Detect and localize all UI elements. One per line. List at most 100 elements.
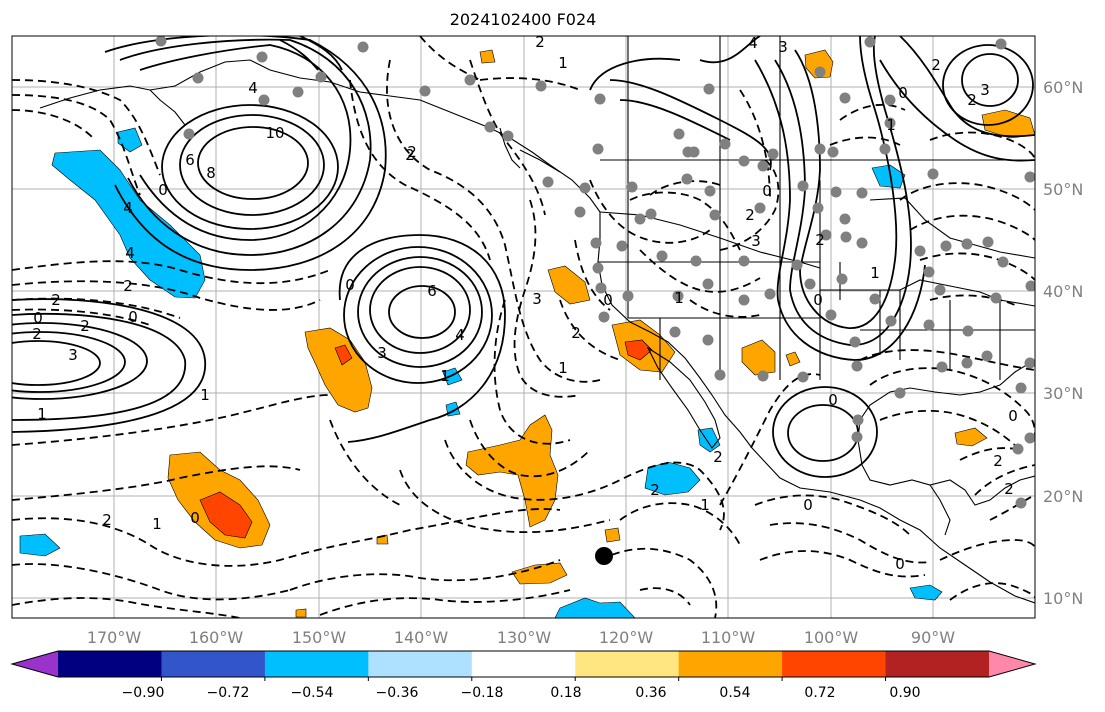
colorbar-segment bbox=[264, 651, 369, 677]
contour-label: 3 bbox=[68, 346, 78, 364]
chart-title: 2024102400 F024 bbox=[450, 10, 597, 29]
contour-label: 4 bbox=[125, 244, 135, 262]
map-frame bbox=[11, 35, 1036, 619]
longitude-label: 170°W bbox=[87, 628, 142, 647]
negative-anomaly-area bbox=[644, 461, 701, 496]
latitude-label: 20°N bbox=[1043, 487, 1083, 506]
negative-anomaly-area bbox=[51, 149, 206, 299]
colorbar-tick-label: 0.18 bbox=[550, 685, 581, 701]
contour-label: 1 bbox=[870, 264, 880, 282]
contour-label: 4 bbox=[123, 199, 133, 217]
longitude-label: 90°W bbox=[911, 628, 955, 647]
contour-label: 0 bbox=[813, 291, 823, 309]
positive-anomaly-area bbox=[604, 527, 621, 543]
colorbar-segment bbox=[885, 651, 990, 677]
latitude-label: 60°N bbox=[1043, 78, 1083, 97]
colorbar-tick-label: 0.90 bbox=[889, 685, 920, 701]
longitude-label: 130°W bbox=[497, 628, 552, 647]
contour-label: 1 bbox=[152, 515, 162, 533]
colorbar: −0.90 −0.72 −0.54 −0.36 −0.18 0.18 0.36 … bbox=[10, 650, 1037, 701]
contour-label: 1 bbox=[440, 367, 450, 385]
contour-label: 2 bbox=[931, 56, 941, 74]
contour-label: 2 bbox=[650, 481, 660, 499]
latitude-label: 30°N bbox=[1043, 384, 1083, 403]
strong-positive-anomaly-area bbox=[199, 491, 253, 539]
positive-anomaly-area bbox=[804, 49, 834, 79]
negative-anomaly-area bbox=[697, 427, 721, 453]
contour-label: 0 bbox=[803, 496, 813, 514]
contour-label: 0 bbox=[345, 276, 355, 294]
contour-label: 2 bbox=[993, 452, 1003, 470]
longitude-labels: 170°W 160°W 150°W 140°W 130°W 120°W 110°… bbox=[87, 628, 955, 647]
longitude-label: 110°W bbox=[701, 628, 756, 647]
contour-label: 1 bbox=[886, 116, 896, 134]
colorbar-segments bbox=[12, 651, 1035, 677]
colorbar-segment bbox=[782, 651, 887, 677]
longitude-label: 100°W bbox=[804, 628, 859, 647]
contour-label: 2 bbox=[815, 231, 825, 249]
contour-labels: 10 8 6 4 4 4 3 3 2 2 2 2 2 1 1 0 0 0 0 0… bbox=[32, 33, 1018, 573]
contour-label: 2 bbox=[1004, 480, 1014, 498]
contour-label: 2 bbox=[102, 511, 112, 529]
contour-label: 2 bbox=[713, 448, 723, 466]
positive-anomaly-area bbox=[479, 49, 496, 64]
positive-anomaly-area bbox=[981, 109, 1035, 139]
contour-label: 1 bbox=[558, 54, 568, 72]
contour-label: 2 bbox=[571, 324, 581, 342]
contour-label: 2 bbox=[80, 317, 90, 335]
contour-label: 2 bbox=[967, 91, 977, 109]
colorbar-segment bbox=[161, 651, 266, 677]
contour-label: 10 bbox=[265, 124, 284, 142]
strong-positive-anomaly-area bbox=[624, 339, 653, 361]
colorbar-tick-label: 0.36 bbox=[635, 685, 666, 701]
colorbar-segment bbox=[58, 651, 162, 677]
contour-label: 3 bbox=[980, 81, 990, 99]
contour-label: 2 bbox=[535, 33, 545, 51]
contour-label: 8 bbox=[206, 164, 216, 182]
contour-label: 3 bbox=[532, 290, 542, 308]
colorbar-tick-label: −0.54 bbox=[291, 685, 334, 701]
contour-label: 0 bbox=[1008, 407, 1018, 425]
contour-label: 0 bbox=[158, 181, 168, 199]
contour-label: 3 bbox=[751, 232, 761, 250]
negative-anomaly-area bbox=[19, 533, 61, 557]
contour-label: 0 bbox=[190, 509, 200, 527]
contour-label: 3 bbox=[778, 38, 788, 56]
shaded-anomaly-areas bbox=[19, 49, 1035, 618]
contour-label: 0 bbox=[603, 291, 613, 309]
negative-anomaly-area bbox=[871, 164, 906, 189]
contour-label: 1 bbox=[200, 386, 210, 404]
longitude-label: 120°W bbox=[599, 628, 654, 647]
contour-label: 0 bbox=[762, 182, 772, 200]
contour-label: 0 bbox=[828, 391, 838, 409]
dashed-contours bbox=[12, 36, 1035, 618]
contour-label: 0 bbox=[895, 555, 905, 573]
longitude-label: 140°W bbox=[394, 628, 449, 647]
positive-anomaly-area bbox=[304, 327, 373, 413]
colorbar-tick-label: −0.90 bbox=[122, 685, 165, 701]
colorbar-low-extension bbox=[12, 651, 58, 677]
colorbar-tick-label: −0.72 bbox=[207, 685, 250, 701]
latitude-label: 10°N bbox=[1043, 589, 1083, 608]
contour-label: 3 bbox=[377, 344, 387, 362]
contour-label: 2 bbox=[32, 325, 42, 343]
colorbar-tick-labels: −0.90 −0.72 −0.54 −0.36 −0.18 0.18 0.36 … bbox=[122, 685, 921, 701]
colorbar-outline bbox=[10, 650, 1037, 678]
contour-label: 2 bbox=[51, 291, 61, 309]
longitude-label: 150°W bbox=[292, 628, 347, 647]
colorbar-tick-label: 0.54 bbox=[719, 685, 750, 701]
colorbar-ticks bbox=[160, 677, 887, 681]
contour-label: 1 bbox=[674, 289, 684, 307]
colorbar-segment bbox=[678, 651, 783, 677]
colorbar-high-extension bbox=[989, 651, 1035, 677]
contour-label: 2 bbox=[407, 143, 417, 161]
negative-anomaly-area bbox=[909, 584, 943, 601]
contour-label: 0 bbox=[33, 309, 43, 327]
positive-anomaly-area bbox=[295, 608, 307, 618]
contour-label: 0 bbox=[128, 308, 138, 326]
colorbar-tick-label: −0.18 bbox=[461, 685, 504, 701]
contour-label: 1 bbox=[558, 359, 568, 377]
latitude-label: 50°N bbox=[1043, 180, 1083, 199]
positive-anomaly-area bbox=[547, 265, 591, 305]
contour-label: 6 bbox=[427, 282, 437, 300]
